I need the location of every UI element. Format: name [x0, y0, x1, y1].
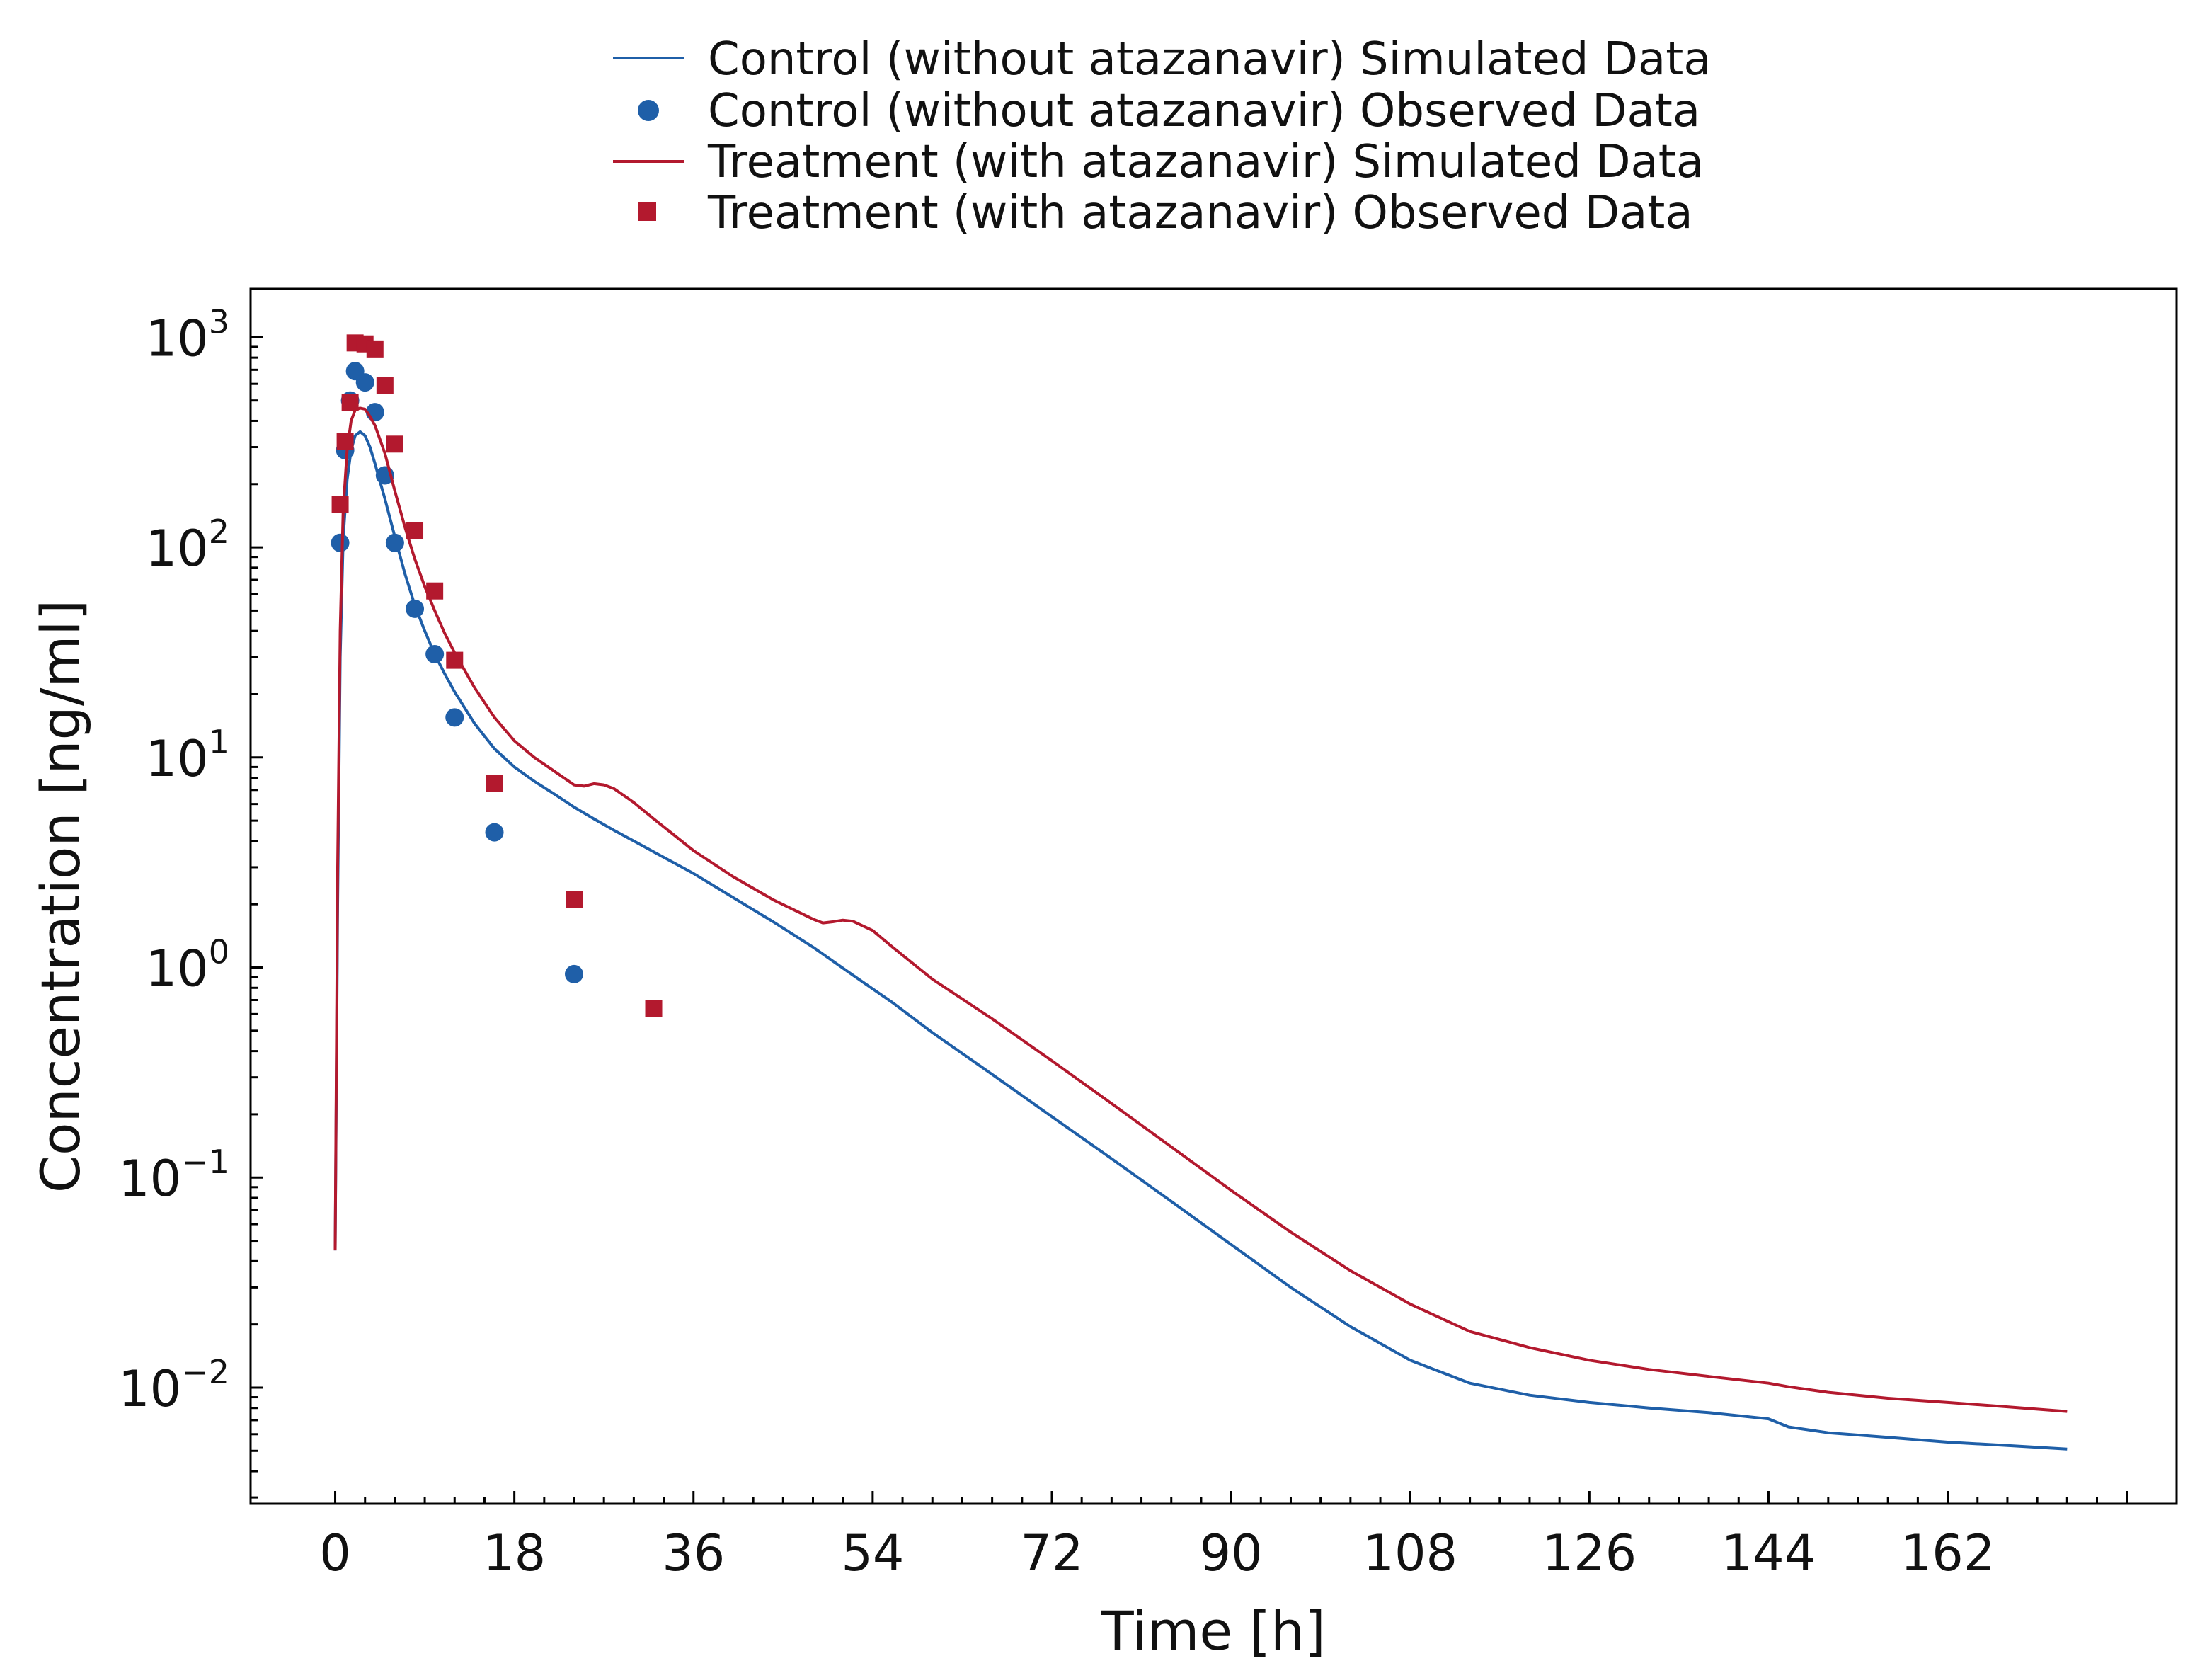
control-observed-point	[355, 373, 374, 392]
x-tick-label: 18	[483, 1524, 546, 1582]
treatment-observed-point	[376, 377, 394, 394]
treatment-observed-point	[331, 496, 349, 513]
control-observed-point	[385, 533, 404, 552]
y-tick-label: 101	[146, 723, 229, 788]
legend: Control (without atazanavir) Simulated D…	[613, 33, 1712, 239]
treatment-observed-point	[366, 340, 384, 358]
y-axis-title: Concentration [ng/ml]	[29, 600, 92, 1193]
legend-label-treatment-simulated: Treatment (with atazanavir) Simulated Da…	[707, 136, 1704, 188]
x-axis: 0 18 36 54 72 90 108 126 144 162	[319, 1491, 2128, 1582]
treatment-observed-point	[426, 582, 444, 600]
x-tick-label: 108	[1363, 1524, 1457, 1582]
control-observed-point	[485, 823, 504, 842]
y-tick-label: 100	[146, 933, 229, 998]
x-tick-label: 36	[662, 1524, 725, 1582]
treatment-observed-point	[486, 775, 503, 792]
x-tick-label: 90	[1200, 1524, 1263, 1582]
control-observed-point	[445, 708, 464, 727]
plot-frame	[249, 287, 2178, 1505]
treatment-observed-point	[566, 891, 583, 908]
treatment-observed-point	[386, 435, 403, 453]
control-observed-point	[331, 533, 350, 552]
control-observed-point	[406, 599, 425, 618]
treatment-observed-point	[406, 522, 424, 539]
x-tick-label: 72	[1020, 1524, 1083, 1582]
y-tick-label: 103	[146, 302, 229, 367]
x-tick-label: 0	[319, 1524, 351, 1582]
treatment-observed-point	[336, 433, 354, 450]
x-tick-label: 162	[1901, 1524, 1995, 1582]
x-axis-title: Time [h]	[1100, 1599, 1326, 1662]
y-tick-label: 102	[146, 513, 229, 578]
legend-label-control-simulated: Control (without atazanavir) Simulated D…	[708, 33, 1712, 86]
treatment-observed-point	[446, 651, 464, 669]
x-tick-label: 54	[841, 1524, 904, 1582]
treatment-observed-point	[341, 394, 359, 411]
y-axis: 10−2 10−1 100 101 102 103	[118, 302, 263, 1499]
legend-label-control-observed: Control (without atazanavir) Observed Da…	[708, 85, 1700, 137]
control-simulated-line	[333, 430, 2068, 1451]
x-tick-label: 144	[1721, 1524, 1816, 1582]
y-tick-label: 10−2	[118, 1353, 229, 1418]
legend-swatch-control-observed	[638, 100, 659, 121]
control-observed-point	[425, 645, 445, 664]
control-observed-point	[565, 964, 584, 983]
legend-label-treatment-observed: Treatment (with atazanavir) Observed Dat…	[707, 187, 1693, 239]
plot-area	[249, 287, 2178, 1505]
legend-swatch-treatment-observed	[638, 202, 656, 221]
treatment-observed-point	[645, 1000, 663, 1017]
series-layer	[331, 334, 2068, 1451]
treatment-simulated-line	[333, 406, 2068, 1413]
x-tick-label: 126	[1542, 1524, 1637, 1582]
y-tick-label: 10−1	[118, 1143, 229, 1208]
